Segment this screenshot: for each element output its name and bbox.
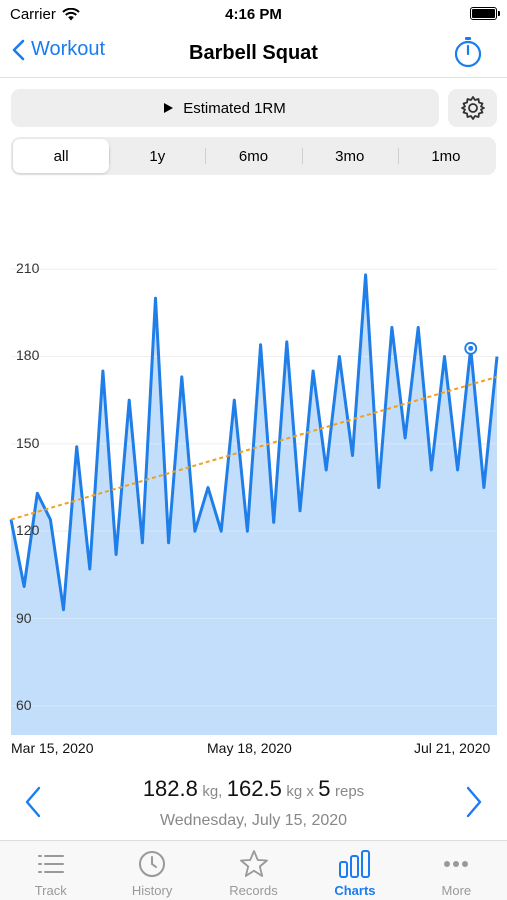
tab-label: History xyxy=(131,883,173,898)
one-rm-value: 182.8 xyxy=(142,776,198,801)
y-tick-label: 120 xyxy=(16,522,40,539)
metric-selector-button[interactable]: Estimated 1RM xyxy=(11,89,439,127)
stopwatch-button[interactable] xyxy=(453,36,483,73)
y-tick-label: 180 xyxy=(16,347,40,364)
metric-label: Estimated 1RM xyxy=(183,99,286,117)
selected-point-readout: 182.8 kg, 162.5 kg x 5 reps Wednesday, J… xyxy=(0,772,507,838)
y-tick-label: 90 xyxy=(16,609,32,626)
x-tick-label: Mar 15, 2020 xyxy=(11,740,94,756)
chevron-left-icon xyxy=(12,39,25,60)
status-bar: Carrier 4:16 PM xyxy=(0,0,507,30)
bar-chart-icon xyxy=(338,850,370,878)
wifi-icon xyxy=(62,8,80,21)
weight-value: 162.5 xyxy=(226,776,282,801)
range-label: 6mo xyxy=(238,147,269,165)
y-tick-label: 210 xyxy=(16,260,40,277)
reps-unit: reps xyxy=(334,783,365,800)
readout-date: Wednesday, July 15, 2020 xyxy=(159,812,348,829)
tab-label: Charts xyxy=(334,883,376,898)
nav-bar: Workout Barbell Squat xyxy=(0,30,507,78)
tab-label: Track xyxy=(34,883,67,898)
clock-icon xyxy=(139,851,166,877)
more-icon xyxy=(444,861,469,867)
chevron-right-icon xyxy=(466,786,482,818)
stopwatch-icon xyxy=(454,37,482,68)
tab-bar: Track History Records Charts More xyxy=(0,840,507,900)
status-time: 4:16 PM xyxy=(225,6,282,23)
tab-track[interactable]: Track xyxy=(0,841,101,900)
x-tick-label: May 18, 2020 xyxy=(207,740,292,756)
tab-more[interactable]: More xyxy=(406,841,507,900)
tab-label: Records xyxy=(229,883,278,898)
carrier-label: Carrier xyxy=(10,6,56,23)
y-tick-label: 150 xyxy=(16,434,40,451)
range-label: 1y xyxy=(149,147,166,165)
x-tick-label: Jul 21, 2020 xyxy=(414,740,491,756)
range-6mo[interactable]: 6mo xyxy=(205,139,301,173)
series-area xyxy=(11,274,497,735)
back-label: Workout xyxy=(31,38,106,60)
list-icon xyxy=(37,855,64,873)
carrier: Carrier xyxy=(10,6,80,23)
one-rm-unit: kg, xyxy=(202,783,223,800)
range-all[interactable]: all xyxy=(13,139,110,173)
star-icon xyxy=(239,850,268,877)
battery-icon xyxy=(470,7,500,20)
series-line xyxy=(9,273,499,612)
range-1mo[interactable]: 1mo xyxy=(397,139,494,173)
chevron-left-icon xyxy=(25,786,41,818)
next-point-button[interactable] xyxy=(465,786,483,823)
readout-values: 182.8 kg, 162.5 kg x 5 reps xyxy=(0,776,507,802)
y-tick-label: 60 xyxy=(16,696,32,713)
chart-canvas[interactable] xyxy=(0,240,507,740)
range-1y[interactable]: 1y xyxy=(109,139,205,173)
range-segmented-control: all 1y 6mo 3mo 1mo xyxy=(11,137,496,175)
back-button[interactable]: Workout xyxy=(12,38,105,61)
trend-line xyxy=(10,375,498,521)
play-icon xyxy=(164,103,174,113)
range-label: 1mo xyxy=(431,147,461,165)
page-title: Barbell Squat xyxy=(189,42,318,64)
range-3mo[interactable]: 3mo xyxy=(301,139,398,173)
tab-records[interactable]: Records xyxy=(203,841,304,900)
tab-label: More xyxy=(441,883,472,898)
tab-history[interactable]: History xyxy=(101,841,202,900)
range-label: all xyxy=(53,147,69,165)
reps-value: 5 xyxy=(318,776,331,801)
weight-unit: kg x xyxy=(286,783,314,800)
chart-settings-button[interactable] xyxy=(448,89,497,127)
previous-point-button[interactable] xyxy=(24,786,42,823)
tab-charts[interactable]: Charts xyxy=(304,841,405,900)
estimated-1rm-chart[interactable]: 210 180 150 120 90 60 Mar 15, 2020 May 18, 20… xyxy=(0,240,507,760)
selected-point-dot xyxy=(468,345,474,351)
range-label: 3mo xyxy=(335,147,365,165)
gear-icon xyxy=(460,96,485,120)
